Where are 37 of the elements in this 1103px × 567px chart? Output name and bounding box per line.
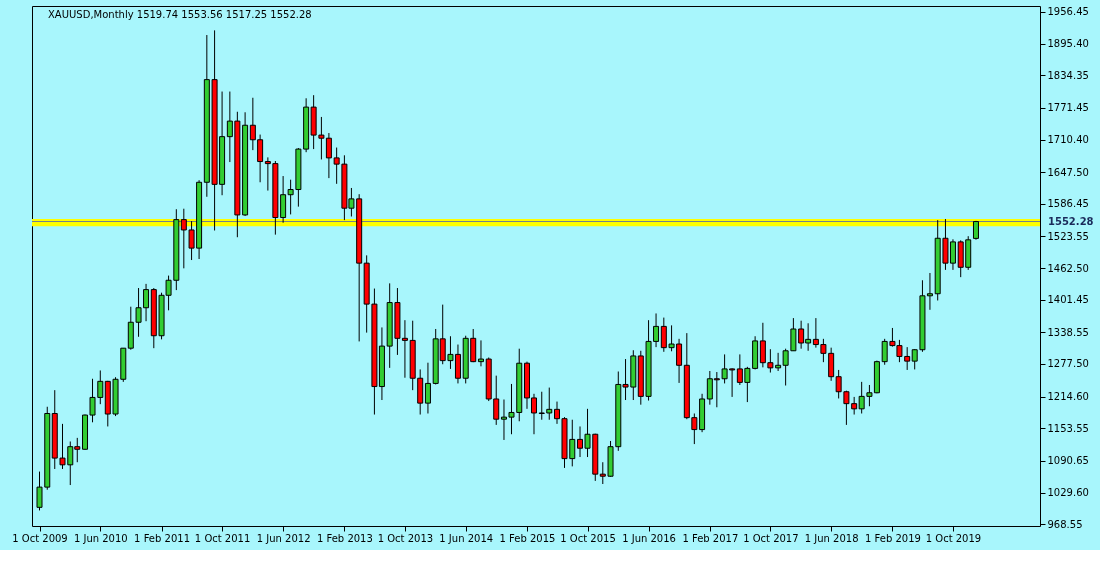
- x-tick-label: 1 Oct 2017: [743, 532, 799, 544]
- x-tick-label: 1 Jun 2010: [73, 532, 128, 544]
- x-tick-label: 1 Oct 2013: [377, 532, 434, 544]
- x-tick-label: 1 Feb 2013: [316, 532, 373, 544]
- ref-line-label: 1552.28: [1048, 215, 1094, 227]
- y-tick-label: 1710.40: [1047, 134, 1089, 146]
- x-tick-label: 1 Feb 2017: [682, 532, 739, 544]
- y-tick-label: 1771.45: [1047, 102, 1089, 114]
- y-tick-label: 1401.45: [1047, 294, 1089, 306]
- x-tick-label: 1 Feb 2015: [499, 532, 556, 544]
- x-tick-label: 1 Jun 2012: [256, 532, 311, 544]
- x-tick-label: 1 Jun 2018: [804, 532, 859, 544]
- y-tick-label: 1462.50: [1047, 262, 1089, 274]
- y-tick-label: 1834.35: [1047, 69, 1089, 81]
- y-tick-label: 1214.60: [1047, 391, 1089, 403]
- candlestick: [477, 339, 484, 367]
- y-tick-label: 968.55: [1047, 518, 1083, 530]
- chart-title: XAUUSD,Monthly 1519.74 1553.56 1517.25 1552.28: [48, 9, 312, 20]
- y-tick-label: 1029.60: [1047, 487, 1089, 499]
- y-tick-label: 1895.40: [1047, 38, 1089, 50]
- y-tick-label: 1338.55: [1047, 326, 1089, 338]
- y-tick-label: 1090.65: [1047, 455, 1089, 467]
- x-tick-label: 1 Feb 2019: [864, 532, 921, 544]
- y-tick-label: 1277.50: [1047, 358, 1089, 370]
- y-tick-label: 1956.45: [1047, 6, 1089, 18]
- x-tick-label: 1 Oct 2019: [925, 532, 982, 544]
- y-tick-label: 1586.45: [1047, 198, 1089, 210]
- candlestick: [424, 362, 431, 414]
- x-tick-label: 1 Feb 2011: [134, 532, 190, 544]
- y-tick-label: 1523.55: [1047, 230, 1089, 242]
- x-tick-label: 1 Oct 2015: [560, 532, 616, 544]
- y-tick-label: 1153.55: [1047, 422, 1089, 434]
- x-tick-label: 1 Jun 2014: [439, 532, 494, 544]
- x-tick-label: 1 Oct 2009: [12, 532, 68, 544]
- x-tick-label: 1 Jun 2016: [622, 532, 676, 544]
- x-tick-label: 1 Oct 2011: [194, 532, 251, 544]
- y-tick-label: 1647.50: [1047, 166, 1089, 178]
